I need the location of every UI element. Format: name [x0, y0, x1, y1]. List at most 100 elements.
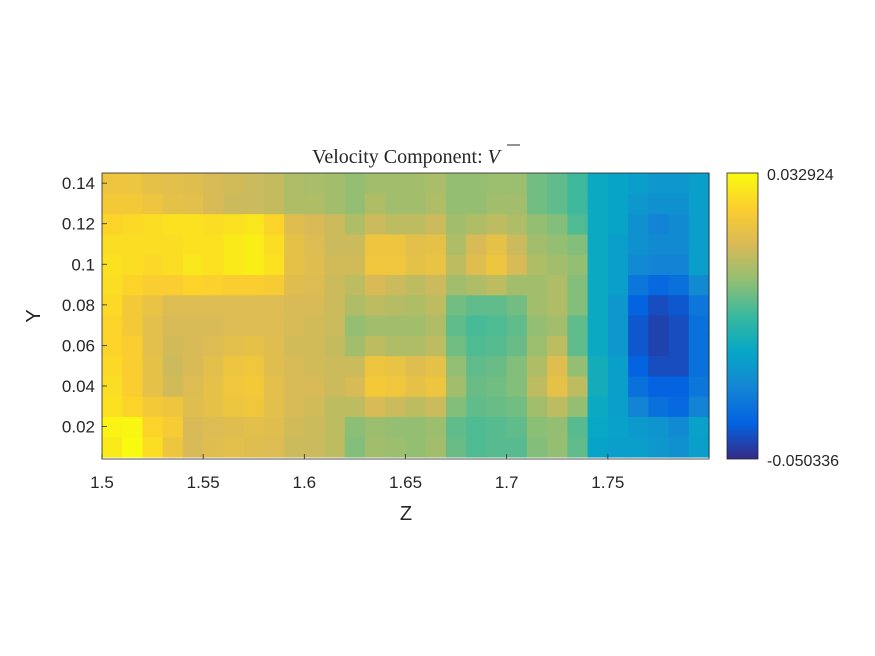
heatmap-cell [648, 416, 670, 438]
heatmap-cell [607, 436, 629, 458]
heatmap-cell [648, 436, 670, 458]
heatmap-cell [122, 254, 144, 276]
heatmap-cell [263, 375, 285, 397]
heatmap-cell [405, 436, 427, 458]
heatmap-cell [385, 213, 407, 235]
heatmap-cell [263, 213, 285, 235]
heatmap-cell [182, 213, 204, 235]
heatmap-cell [203, 375, 224, 397]
heatmap-cell [628, 254, 649, 276]
chart-title: Velocity Component: V [312, 146, 503, 168]
heatmap-cell [365, 375, 386, 397]
colorbar-max-label: 0.032924 [767, 167, 834, 184]
heatmap-cell [567, 416, 589, 438]
x-tick-label: 1.75 [591, 473, 624, 492]
heatmap-cell [607, 294, 629, 316]
heatmap-cell [243, 294, 265, 316]
heatmap-cell [243, 335, 265, 357]
y-tick-label: 0.12 [62, 215, 95, 234]
heatmap-cell [284, 375, 305, 397]
heatmap-cell [506, 335, 528, 357]
heatmap-cell [122, 335, 144, 357]
heatmap-cell [102, 254, 123, 276]
heatmap-cell [486, 355, 508, 377]
heatmap-cell [466, 173, 488, 194]
heatmap-cell [567, 294, 589, 316]
heatmap-cell [648, 335, 670, 357]
heatmap-cell [162, 274, 184, 296]
heatmap-cell [365, 355, 386, 377]
heatmap-cell [688, 416, 710, 438]
heatmap-cell [445, 396, 467, 417]
heatmap-cell [243, 233, 265, 255]
heatmap-cell [425, 396, 447, 417]
heatmap-cell [385, 355, 407, 377]
heatmap-cell [587, 314, 609, 336]
heatmap-cell [405, 375, 427, 397]
heatmap-cell [182, 314, 204, 336]
heatmap-cell [526, 173, 548, 194]
heatmap-cell [628, 335, 649, 357]
heatmap-cell [284, 355, 305, 377]
heatmap-cell [425, 314, 447, 336]
heatmap-cell [547, 294, 568, 316]
heatmap-cell [162, 416, 184, 438]
heatmap-cell [668, 335, 690, 357]
heatmap-cell [607, 396, 629, 417]
heatmap-cell [506, 294, 528, 316]
heatmap-cell [385, 416, 407, 438]
heatmap-cell [243, 355, 265, 377]
heatmap-cell [162, 193, 184, 215]
heatmap-cell [587, 375, 609, 397]
heatmap-cell [607, 213, 629, 235]
heatmap-cell [203, 335, 224, 357]
heatmap-cell [628, 375, 649, 397]
heatmap-cell [324, 173, 346, 194]
heatmap-cell [182, 254, 204, 276]
x-tick-label: 1.55 [187, 473, 220, 492]
y-tick-label: 0.1 [71, 255, 95, 274]
heatmap-cell [445, 335, 467, 357]
heatmap-cell [142, 213, 164, 235]
heatmap-cell [142, 173, 164, 194]
heatmap-cell [567, 335, 589, 357]
heatmap-cell [587, 436, 609, 458]
heatmap-cell [587, 355, 609, 377]
heatmap-cell [142, 416, 164, 438]
heatmap-cell [526, 314, 548, 336]
heatmap-cell [668, 314, 690, 336]
heatmap-cell [223, 233, 245, 255]
heatmap-cell [223, 396, 245, 417]
heatmap-cell [547, 173, 568, 194]
heatmap-cell [344, 193, 366, 215]
heatmap-cell [263, 233, 285, 255]
heatmap-cell [385, 436, 407, 458]
heatmap-cell [526, 416, 548, 438]
colorbar-min-label: -0.050336 [767, 453, 839, 470]
heatmap-cell [425, 355, 447, 377]
heatmap-cell [547, 375, 568, 397]
heatmap-cell [102, 416, 123, 438]
heatmap-cell [162, 294, 184, 316]
heatmap-cell [344, 274, 366, 296]
heatmap-cell [122, 314, 144, 336]
heatmap-cell [102, 396, 123, 417]
heatmap-cell [466, 213, 488, 235]
heatmap-cell [142, 193, 164, 215]
heatmap-cell [284, 213, 305, 235]
heatmap-cell [304, 416, 326, 438]
heatmap-cell [102, 314, 123, 336]
heatmap-cell [142, 254, 164, 276]
heatmap-cell [547, 396, 568, 417]
heatmap-cell [405, 193, 427, 215]
heatmap-cell [506, 193, 528, 215]
heatmap-cell [203, 193, 224, 215]
y-tick-label: 0.02 [62, 418, 95, 437]
title-symbol-v: V [488, 146, 503, 168]
heatmap-cell [628, 396, 649, 417]
heatmap-cell [102, 375, 123, 397]
heatmap-cell [385, 254, 407, 276]
heatmap-cell [688, 233, 710, 255]
heatmap-cell [547, 254, 568, 276]
heatmap-cell [284, 314, 305, 336]
